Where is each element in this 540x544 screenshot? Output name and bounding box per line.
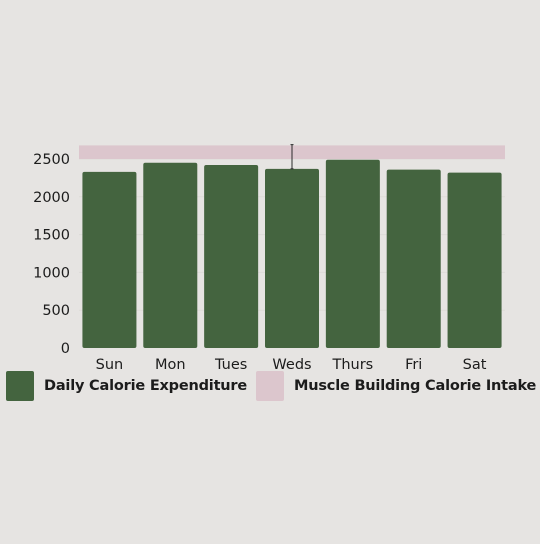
x-tick-label: Weds [272,357,311,373]
y-tick-label: 500 [42,303,70,319]
y-tick-label: 1500 [33,228,70,244]
bar-weds [265,168,319,348]
x-tick-label: Sat [463,357,487,373]
bar-sun [82,171,137,348]
bar-sat [447,172,502,348]
bar-mon [143,162,198,348]
x-tick-label: Thurs [331,357,373,373]
error-bar-layer [290,144,294,170]
legend-item-intake: Muscle Building Calorie Intake [256,371,536,401]
y-tick-label: 2000 [33,190,70,206]
legend-swatch-expenditure [6,371,34,401]
legend-label-expenditure: Daily Calorie Expenditure [44,378,248,394]
x-tick-label: Tues [214,357,247,373]
legend-item-expenditure: Daily Calorie Expenditure [6,371,247,401]
legend-label-intake: Muscle Building Calorie Intake [294,378,537,394]
legend-swatch-intake [256,371,285,401]
x-axis-ticks: Sun Mon Tues Weds Thurs Fri Sat [96,357,487,373]
bars [82,159,502,348]
bar-thurs [325,159,380,348]
y-axis-ticks: 0 500 1000 1500 2000 2500 [33,152,70,357]
legend: Daily Calorie Expenditure Muscle Buildin… [6,371,540,401]
y-tick-label: 1000 [33,265,70,281]
y-tick-label: 0 [61,341,70,357]
x-tick-label: Fri [405,357,422,373]
bar-fri [386,169,441,348]
x-tick-label: Sun [96,357,124,373]
y-tick-label: 2500 [33,152,70,168]
x-tick-label: Mon [155,357,186,373]
bar-tues [204,165,259,348]
